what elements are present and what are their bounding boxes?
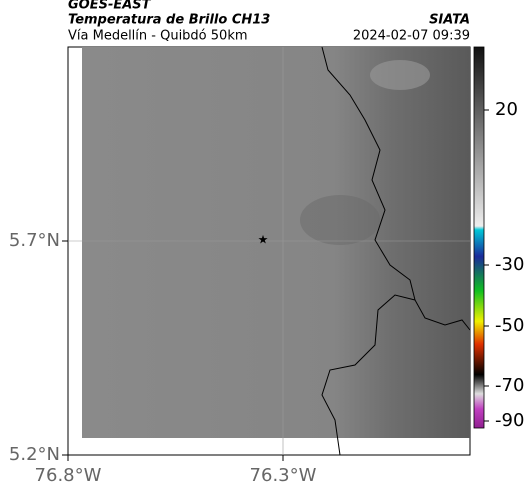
lon-label: 76.3°W bbox=[250, 465, 317, 486]
lon-label: 76.8°W bbox=[35, 465, 102, 486]
colorbar-label: -50 bbox=[495, 315, 524, 336]
lat-label: 5.2°N bbox=[9, 444, 60, 465]
subtitle: Temperatura de Brillo CH13 bbox=[68, 13, 270, 28]
source: SIATA bbox=[429, 13, 470, 28]
colorbar-label: -30 bbox=[495, 254, 524, 275]
city-marker: ★ bbox=[258, 233, 269, 247]
colorbar bbox=[473, 46, 485, 429]
colorbar-label: -70 bbox=[495, 375, 524, 396]
colorbar-label: -90 bbox=[495, 410, 524, 431]
satellite-image bbox=[82, 47, 470, 438]
lat-label: 5.7°N bbox=[9, 230, 60, 251]
cloud bbox=[300, 195, 380, 245]
border bbox=[321, 294, 416, 456]
timestamp: 2024-02-07 09:39 bbox=[353, 29, 470, 44]
cloud bbox=[370, 60, 430, 90]
border bbox=[321, 46, 471, 331]
route: Vía Medellín - Quibdó 50km bbox=[68, 29, 248, 44]
title: GOES-EAST bbox=[68, 0, 152, 13]
colorbar-label: 20 bbox=[495, 99, 518, 120]
